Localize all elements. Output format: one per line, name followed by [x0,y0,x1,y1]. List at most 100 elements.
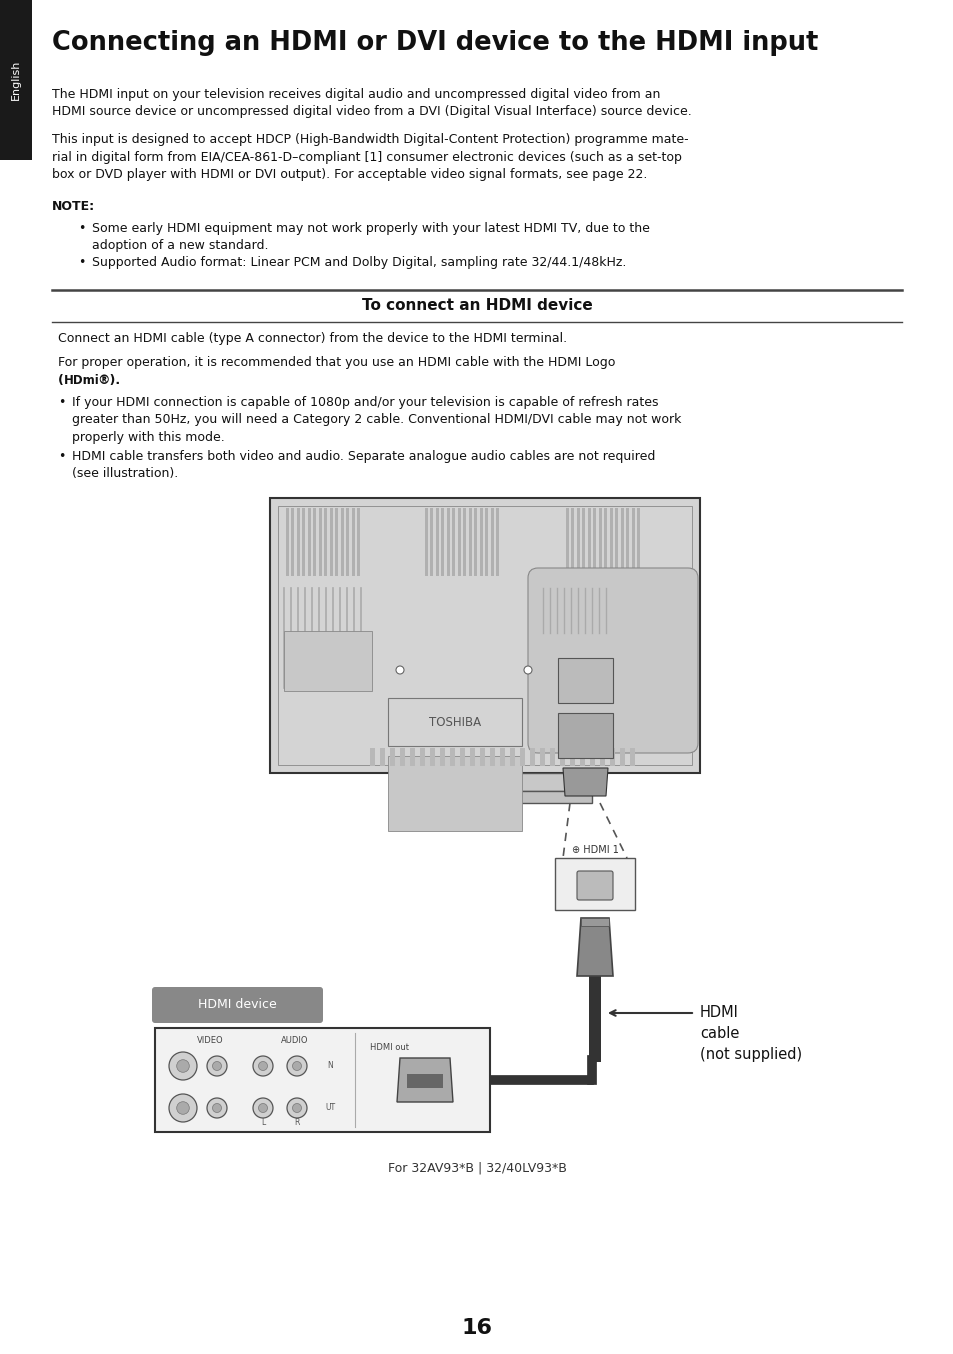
Text: This input is designed to accept HDCP (High-Bandwidth Digital-Content Protection: This input is designed to accept HDCP (H… [52,133,688,181]
Bar [530,747,535,766]
Bar [379,747,385,766]
Circle shape [523,666,532,674]
Bar [154,1028,490,1132]
Text: HDMI cable transfers both video and audio. Separate analogue audio cables are no: HDMI cable transfers both video and audi… [71,450,655,481]
Text: For 32AV93*B | 32/40LV93*B: For 32AV93*B | 32/40LV93*B [387,1162,566,1175]
Text: Connect an HDMI cable (type A connector) from the device to the HDMI terminal.: Connect an HDMI cable (type A connector)… [58,332,566,345]
Bar [571,508,574,575]
Bar [539,747,544,766]
Bar [417,791,592,803]
Bar [558,658,613,703]
Bar [599,747,604,766]
Bar [357,508,360,575]
Bar [499,747,504,766]
Bar [335,508,338,575]
Bar [637,508,639,575]
Bar [491,508,494,575]
Bar [439,747,444,766]
Text: Some early HDMI equipment may not work properly with your latest HDMI TV, due to: Some early HDMI equipment may not work p… [91,222,649,252]
FancyBboxPatch shape [152,987,323,1024]
Bar [569,747,575,766]
Text: English: English [11,60,21,100]
Circle shape [169,1052,196,1080]
Circle shape [213,1104,221,1113]
Bar [555,858,635,910]
Bar [580,918,608,926]
Bar [587,508,590,575]
Bar [598,508,601,575]
Circle shape [287,1098,307,1118]
Text: HDmi: HDmi [64,374,100,387]
Circle shape [293,1062,301,1071]
Bar [469,508,472,575]
Bar [439,773,569,791]
Bar [550,747,555,766]
Text: If your HDMI connection is capable of 1080p and/or your television is capable of: If your HDMI connection is capable of 10… [71,395,680,444]
Bar [479,747,484,766]
Bar [626,508,629,575]
Bar [302,508,305,575]
Text: The HDMI input on your television receives digital audio and uncompressed digita: The HDMI input on your television receiv… [52,88,691,119]
Bar [0,0,32,160]
Bar [430,747,435,766]
Bar [370,747,375,766]
Text: •: • [58,450,66,463]
Polygon shape [396,1057,453,1102]
Bar [407,1074,442,1089]
Bar [463,508,466,575]
Bar [330,508,333,575]
Bar [410,747,415,766]
Text: (: ( [58,374,64,387]
Bar [352,508,355,575]
Bar [588,976,600,1060]
Bar [604,508,607,575]
Bar [284,631,372,691]
Circle shape [258,1104,267,1113]
Bar [390,747,395,766]
Text: Supported Audio format: Linear PCM and Dolby Digital, sampling rate 32/44.1/48kH: Supported Audio format: Linear PCM and D… [91,256,626,269]
Bar [565,508,568,575]
Bar [619,747,624,766]
Bar [430,508,433,575]
Bar [620,508,623,575]
Bar [582,508,585,575]
Bar [441,508,444,575]
Bar [474,508,477,575]
Bar [510,747,515,766]
Bar [388,756,521,831]
Bar [296,508,299,575]
Circle shape [207,1098,227,1118]
Circle shape [258,1062,267,1071]
Bar [479,508,482,575]
Text: HDMI
cable
(not supplied): HDMI cable (not supplied) [700,1005,801,1062]
Bar [270,498,700,773]
Text: N: N [327,1062,333,1071]
Bar [588,980,600,1062]
Bar [452,508,455,575]
Circle shape [253,1098,273,1118]
FancyBboxPatch shape [527,567,698,753]
Bar [457,508,460,575]
Bar [629,747,635,766]
Text: R: R [294,1118,299,1127]
Bar [318,508,322,575]
Bar [593,508,596,575]
Bar [490,747,495,766]
Circle shape [176,1102,189,1114]
Text: NOTE:: NOTE: [52,200,95,213]
Circle shape [169,1094,196,1122]
Bar [292,508,294,575]
Bar [308,508,311,575]
Bar [609,747,615,766]
Text: •: • [78,222,85,236]
Circle shape [213,1062,221,1071]
Circle shape [207,1056,227,1076]
Bar [558,714,613,758]
Bar [470,747,475,766]
Text: To connect an HDMI device: To connect an HDMI device [361,298,592,313]
Text: •: • [78,256,85,269]
Text: L: L [260,1118,265,1127]
Text: 16: 16 [461,1317,492,1338]
Text: ®).: ®). [97,374,120,387]
Bar [314,508,316,575]
